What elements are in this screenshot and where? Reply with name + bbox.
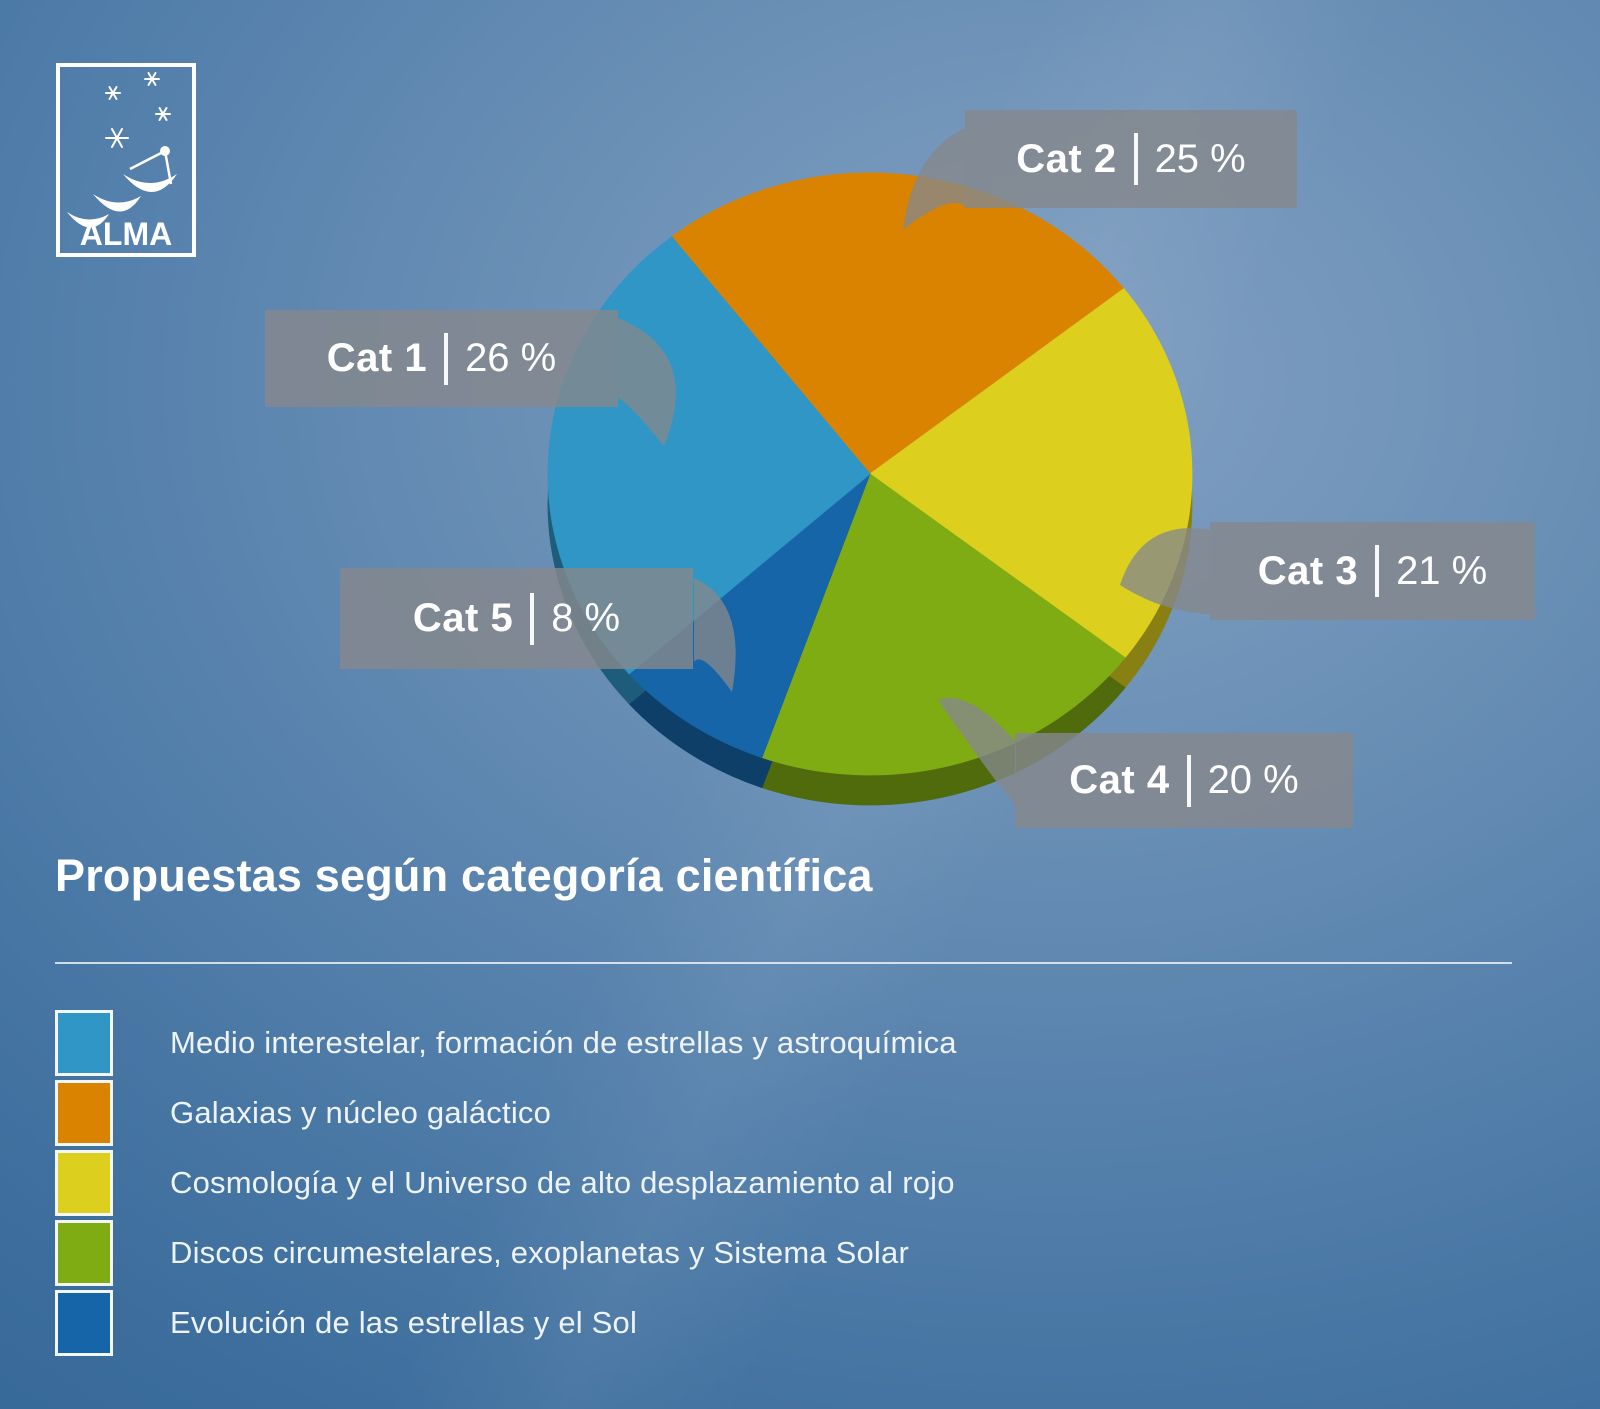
pie-chart-slices [547, 172, 1193, 776]
callout-cat5: Cat 5 8 % [340, 568, 693, 669]
arrow-cat5-icon [694, 578, 736, 692]
callout-cat4-value: 20 % [1207, 758, 1299, 802]
arrow-cat2-icon [903, 128, 965, 230]
callout-cat3: Cat 3 21 % [1210, 522, 1535, 620]
callout-cat1-label: Cat 1 [326, 336, 428, 380]
arrow-cat4-icon [938, 697, 1016, 806]
arrow-cat1-icon [618, 318, 676, 446]
legend-item: Discos circumestelares, exoplanetas y Si… [55, 1218, 957, 1288]
legend-item: Evolución de las estrellas y el Sol [55, 1288, 957, 1358]
legend-label-cat5: Evolución de las estrellas y el Sol [170, 1305, 638, 1340]
legend-swatch-cat5 [55, 1290, 113, 1356]
callout-cat2-value: 25 % [1154, 136, 1246, 181]
callout-cat5-label: Cat 5 [412, 596, 514, 640]
callout-divider [444, 332, 449, 385]
callout-cat1-value: 26 % [465, 336, 557, 380]
callout-cat3-value: 21 % [1396, 548, 1488, 593]
legend-swatch-cat3 [55, 1150, 113, 1216]
legend-label-cat4: Discos circumestelares, exoplanetas y Si… [170, 1235, 909, 1270]
legend-item: Galaxias y núcleo galáctico [55, 1078, 957, 1148]
legend-swatch-cat4 [55, 1220, 113, 1286]
legend: Medio interestelar, formación de estrell… [55, 1008, 957, 1358]
callout-cat5-value: 8 % [551, 596, 621, 640]
logo-frame [56, 63, 196, 257]
logo-wordmark: ALMA [80, 216, 172, 252]
legend-swatch-cat1 [55, 1010, 113, 1076]
legend-item: Cosmología y el Universo de alto desplaz… [55, 1148, 957, 1218]
callout-divider [1133, 133, 1138, 185]
callout-cat2: Cat 2 25 % [965, 110, 1297, 208]
legend-label-cat3: Cosmología y el Universo de alto desplaz… [170, 1165, 955, 1200]
title-divider [55, 962, 1512, 964]
callout-divider [1186, 754, 1191, 807]
legend-label-cat1: Medio interestelar, formación de estrell… [170, 1025, 957, 1060]
legend-item: Medio interestelar, formación de estrell… [55, 1008, 957, 1078]
logo-stars-icon [105, 72, 171, 148]
callout-cat4: Cat 4 20 % [1015, 733, 1353, 828]
arrow-cat3-icon [1120, 528, 1210, 614]
callout-cat3-label: Cat 3 [1257, 548, 1359, 593]
callout-divider [1375, 545, 1380, 597]
legend-swatch-cat2 [55, 1080, 113, 1146]
callout-cat4-label: Cat 4 [1069, 758, 1170, 802]
callout-arrows [618, 128, 1210, 806]
alma-logo: ALMA [56, 63, 196, 257]
callout-cat2-label: Cat 2 [1016, 136, 1117, 181]
callout-divider [530, 592, 535, 645]
logo-antenna-icon [67, 146, 177, 228]
page-title: Propuestas según categoría científica [55, 850, 873, 901]
legend-label-cat2: Galaxias y núcleo galáctico [170, 1095, 552, 1130]
callout-cat1: Cat 1 26 % [265, 310, 618, 407]
